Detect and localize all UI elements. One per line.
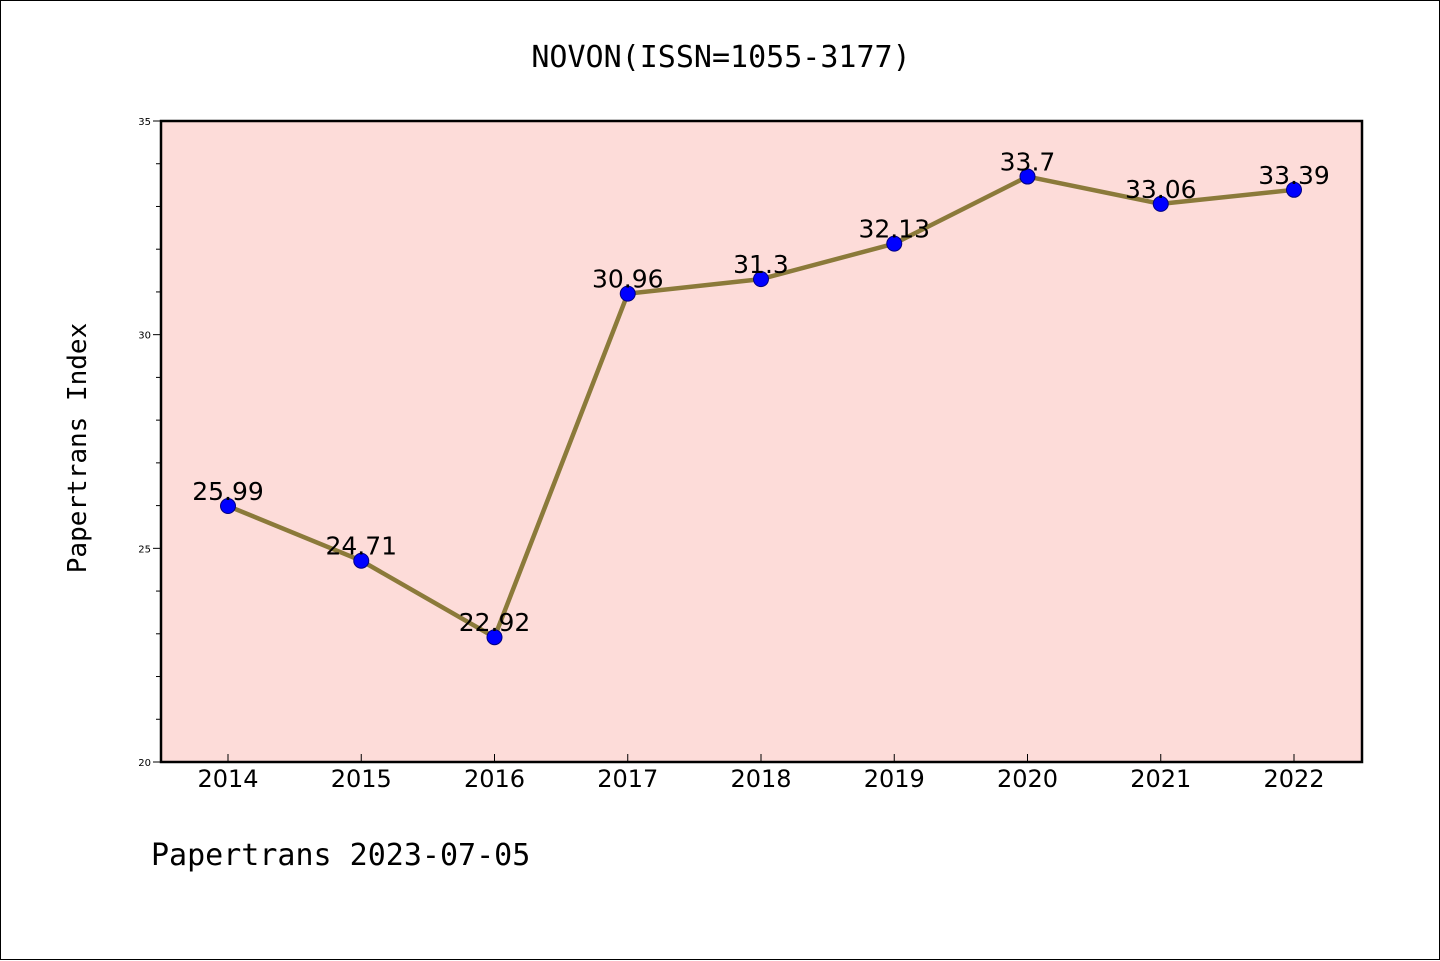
plot-area bbox=[161, 121, 1362, 762]
data-label: 33.39 bbox=[1258, 161, 1330, 190]
data-point bbox=[353, 552, 370, 569]
series-group: 25.99 24.71 22.92 30.96 31.3 32.13 33.7 33.06 33… bbox=[192, 148, 1330, 646]
x-tick-label: 2016 bbox=[464, 765, 525, 793]
y-axis-label: Papertrans Index bbox=[63, 323, 93, 573]
y-tick-label: 25 bbox=[138, 544, 151, 555]
x-tick-label: 2021 bbox=[1130, 765, 1191, 793]
data-point bbox=[1286, 181, 1302, 198]
x-axis-ticks: 2014 2015 2016 2017 2018 2019 2020 2021 2022 bbox=[197, 754, 1325, 793]
data-label: 30.96 bbox=[592, 265, 664, 294]
plot-border bbox=[159, 119, 1364, 764]
y-tick-label: 35 bbox=[138, 117, 151, 128]
data-point bbox=[886, 235, 903, 252]
x-tick-label: 2018 bbox=[730, 765, 791, 793]
data-label: 31.3 bbox=[733, 250, 789, 279]
data-point bbox=[1152, 195, 1169, 212]
y-axis-ticks: 20 25 30 35 bbox=[138, 117, 161, 769]
footer-watermark: Papertrans 2023-07-05 bbox=[151, 838, 530, 873]
x-tick-label: 2014 bbox=[197, 765, 258, 793]
data-point bbox=[220, 498, 236, 515]
x-tick-label: 2022 bbox=[1263, 765, 1324, 793]
x-tick-label: 2020 bbox=[997, 765, 1058, 793]
x-tick-label: 2019 bbox=[864, 765, 925, 793]
data-point bbox=[1019, 168, 1036, 185]
y-tick-label: 20 bbox=[138, 758, 151, 769]
data-point bbox=[753, 271, 769, 288]
data-label: 33.7 bbox=[1000, 148, 1056, 177]
x-tick-label: 2017 bbox=[597, 765, 658, 793]
chart-title: NOVON(ISSN=1055-3177) bbox=[531, 40, 910, 75]
data-point bbox=[619, 285, 636, 302]
x-tick-label: 2015 bbox=[331, 765, 392, 793]
y-tick-label: 30 bbox=[138, 331, 151, 342]
data-label: 24.71 bbox=[325, 532, 397, 561]
data-label: 33.06 bbox=[1125, 175, 1197, 204]
data-label: 32.13 bbox=[858, 215, 930, 244]
data-label: 25.99 bbox=[192, 477, 264, 506]
data-label: 22.92 bbox=[459, 608, 531, 637]
data-point bbox=[486, 629, 503, 646]
